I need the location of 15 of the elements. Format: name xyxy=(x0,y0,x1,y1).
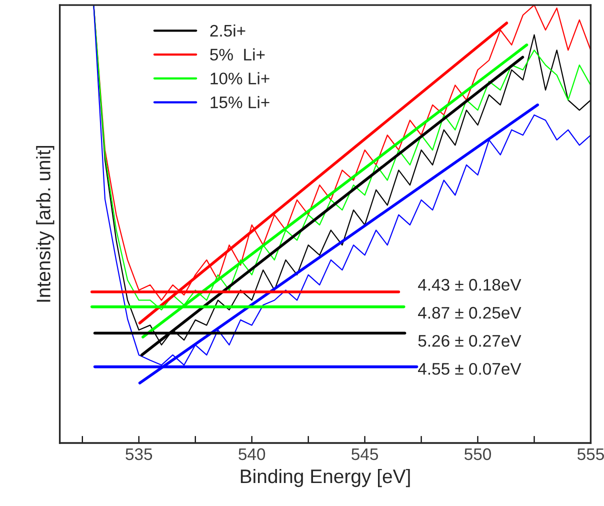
x-tick-label: 540 xyxy=(238,448,266,460)
annotation: 4.87 ± 0.25eV xyxy=(418,306,522,319)
annotation: 5.26 ± 0.27eV xyxy=(418,334,522,347)
annotation: 4.43 ± 0.18eV xyxy=(418,278,522,291)
legend-label: 5% Li+ xyxy=(210,48,265,61)
annotation: 4.55 ± 0.07eV xyxy=(418,362,522,375)
legend-label: 15% Li+ xyxy=(210,96,270,108)
x-tick-label: 555 xyxy=(577,448,604,460)
x-tick-label: 535 xyxy=(126,448,152,460)
x-tick-label: 545 xyxy=(352,448,378,460)
y-axis-title: Intensity [arb. unit] xyxy=(36,146,54,302)
x-axis-title: Binding Energy [eV] xyxy=(240,468,410,488)
legend-label: 2.5i+ xyxy=(210,24,246,37)
x-tick-label: 550 xyxy=(464,448,492,460)
legend-label: 10% Li+ xyxy=(210,72,270,84)
